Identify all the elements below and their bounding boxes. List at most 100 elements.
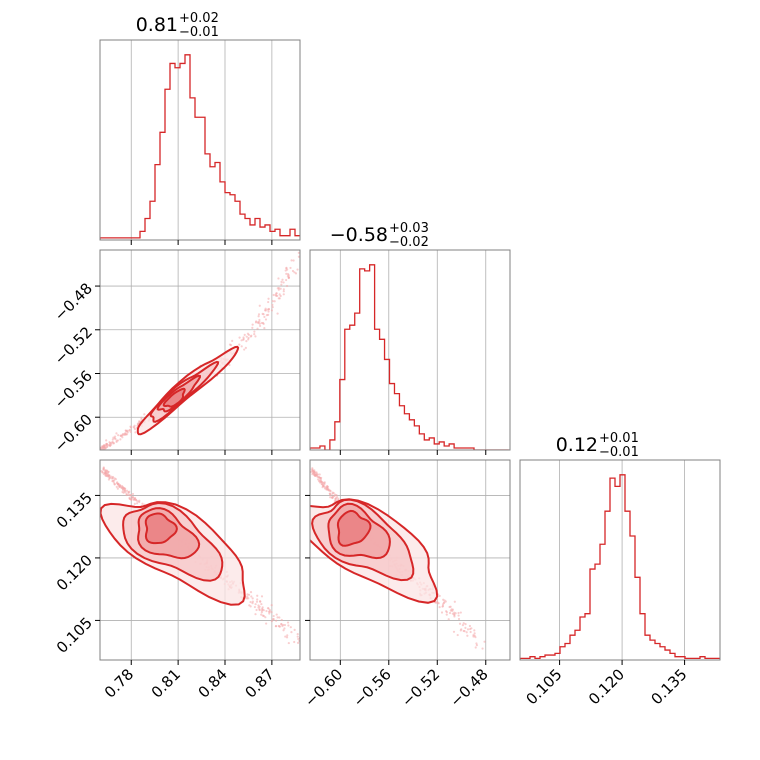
scatter-point [272,293,275,297]
scatter-point [131,496,135,499]
scatter-point [287,624,290,627]
panel-title-minus-error: −0.01 [599,445,639,460]
scatter-point [289,626,292,629]
scatter-point [103,447,106,450]
scatter-point [102,472,105,476]
panel-title-plus-error: +0.01 [599,431,639,446]
scatter-point [276,312,279,315]
contour-level [162,387,186,408]
scatter-point [323,485,326,488]
scatter-point [255,600,259,603]
scatter-point [464,626,467,629]
scatter-point [267,300,270,304]
scatter-point [138,420,141,423]
scatter-point [228,343,232,346]
panel-title-value: 0.12 [556,434,598,456]
scatter-point [115,485,118,488]
contour-level [336,509,372,547]
scatter-point [438,594,441,598]
scatter-point [242,337,245,340]
scatter-point [276,616,279,619]
scatter-point [459,611,462,614]
scatter-point [280,283,283,286]
scatter-point [105,442,109,446]
scatter-point [257,313,261,316]
scatter-point [261,614,265,617]
scatter-point [287,641,290,645]
y-tick-label: −0.48 [51,279,96,324]
scatter-point [436,601,439,605]
histogram-step-line [100,54,300,240]
scatter-point [121,488,124,492]
scatter-point [285,278,288,282]
scatter-point [123,487,126,490]
scatter-point [134,431,137,434]
scatter-point [461,624,464,627]
scatter-point [270,604,273,607]
scatter-point [275,619,278,622]
scatter-point [112,479,115,482]
scatter-point [299,246,301,248]
x-tick-label: 0.135 [647,665,690,708]
scatter-point [127,493,130,496]
scatter-point [271,306,274,309]
plot-area [100,246,301,450]
scatter-point [328,492,331,495]
scatter-point [268,609,271,612]
scatter-point [277,286,281,290]
scatter-point [115,482,118,485]
scatter-point [135,498,138,502]
scatter-point [300,635,302,637]
scatter-point [248,604,251,607]
scatter-point [334,497,338,500]
panel-r2-c2: 0.105 0.120 0.135 0.12 +0.01−0.01 [519,431,721,708]
scatter-point [282,293,285,296]
scatter-point [313,474,317,477]
scatter-point [473,632,476,635]
scatter-point [115,432,118,435]
panel-r2-c0: 0.78 0.81 0.84 0.87 0.105 0.120 0.135 [53,459,302,702]
scatter-point [283,627,286,630]
panel-title-minus-error: −0.01 [179,25,219,40]
scatter-point [315,471,318,474]
scatter-point [102,467,105,470]
scatter-point [253,333,256,336]
scatter-point [267,310,270,313]
scatter-point [246,332,250,335]
scatter-point [117,434,120,437]
scatter-point [113,483,116,486]
scatter-point [101,447,104,450]
scatter-point [282,290,285,293]
scatter-point [275,613,278,616]
scatter-point [293,628,296,631]
scatter-point [275,292,278,295]
scatter-point [285,636,289,639]
scatter-point [466,628,470,631]
scatter-point [297,255,300,258]
panel-frame [309,459,511,661]
scatter-point [445,613,448,616]
scatter-point [254,613,257,616]
scatter-point [464,623,467,626]
x-tick-label: 0.87 [242,665,278,701]
scatter-point [123,489,126,492]
x-tick-label: 0.84 [195,665,231,701]
scatter-point [260,595,264,598]
scatter-point [243,333,246,336]
scatter-point [111,438,114,441]
scatter-point [331,491,334,494]
scatter-point [120,434,123,437]
scatter-point [270,610,273,614]
scatter-point [133,502,136,505]
scatter-point [284,635,287,638]
scatter-point [244,346,247,349]
scatter-point [290,259,293,262]
scatter-point [228,363,231,367]
scatter-point [111,477,114,480]
scatter-point [265,609,268,613]
scatter-point [318,476,321,479]
y-tick-label: −0.52 [51,323,96,368]
scatter-point [100,470,103,473]
scatter-point [330,496,334,499]
scatter-point [133,426,136,429]
